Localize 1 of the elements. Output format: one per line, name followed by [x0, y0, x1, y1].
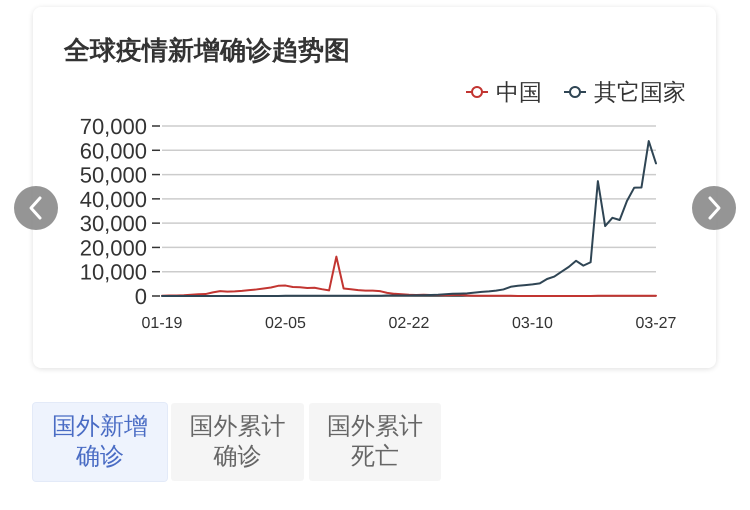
title: 全球疫情新增确诊趋势图 [64, 35, 350, 65]
